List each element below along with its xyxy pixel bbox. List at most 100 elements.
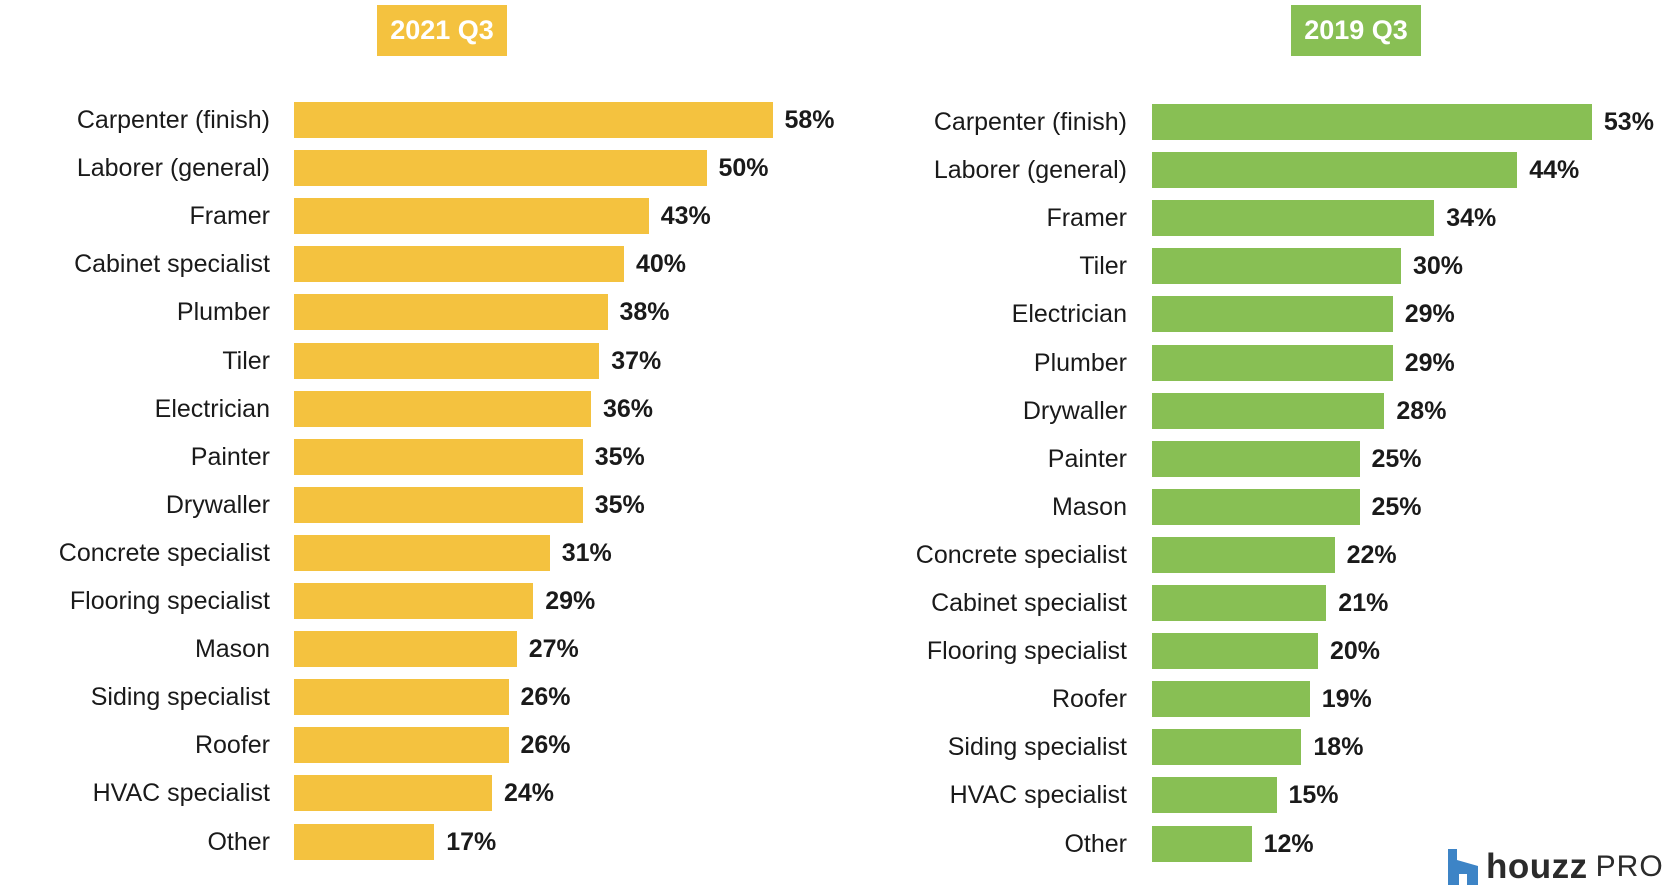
value-label: 24% <box>504 779 555 808</box>
category-label: Cabinet specialist <box>931 589 1127 617</box>
bar <box>294 583 534 619</box>
category-label: Drywaller <box>165 490 270 519</box>
value-label: 29% <box>1404 300 1455 329</box>
category-label: Tiler <box>222 346 270 375</box>
bar <box>1152 536 1335 573</box>
category-label: Painter <box>1047 444 1127 473</box>
value-label: 25% <box>1371 444 1422 473</box>
category-label: Other <box>207 827 270 856</box>
category-label: Electrician <box>1011 300 1127 329</box>
value-label: 53% <box>1603 108 1654 136</box>
bar <box>294 198 649 235</box>
category-label: Carpenter (finish) <box>933 108 1127 136</box>
category-label: HVAC specialist <box>949 781 1127 810</box>
value-label: 35% <box>594 442 645 471</box>
bar <box>1152 633 1318 670</box>
category-label: Painter <box>190 442 270 471</box>
category-label: Concrete specialist <box>915 540 1127 569</box>
bar <box>1152 296 1393 333</box>
value-label: 40% <box>636 250 687 279</box>
bar <box>294 246 624 283</box>
period-badge-0: 2021 Q3 <box>377 5 507 56</box>
value-label: 29% <box>1404 348 1455 377</box>
category-label: Framer <box>1046 204 1127 233</box>
category-label: Electrician <box>154 394 270 423</box>
value-label: 27% <box>528 635 579 664</box>
bar <box>294 342 600 379</box>
value-label: 22% <box>1346 540 1397 569</box>
bar <box>294 823 435 860</box>
brand-suffix: PRO <box>1595 850 1664 883</box>
value-label: 58% <box>784 106 835 134</box>
bar <box>1152 488 1360 525</box>
value-label: 31% <box>561 538 612 567</box>
brand-name: houzz <box>1486 847 1588 886</box>
houzz-pro-logo: houzz PRO <box>1448 846 1664 888</box>
category-label: Cabinet specialist <box>74 250 270 279</box>
value-label: 50% <box>718 154 769 183</box>
bar <box>294 438 583 475</box>
bar <box>1152 104 1592 140</box>
bar <box>1152 681 1310 718</box>
bar <box>294 150 707 187</box>
bar <box>1152 344 1393 381</box>
category-label: Flooring specialist <box>69 587 270 615</box>
category-label: Laborer (general) <box>76 154 270 183</box>
category-label: Framer <box>189 202 270 231</box>
category-label: Siding specialist <box>90 683 270 712</box>
bar <box>294 294 608 331</box>
bar <box>1152 585 1327 621</box>
bar <box>1152 248 1401 285</box>
category-label: Plumber <box>176 298 270 327</box>
category-label: Mason <box>194 635 270 664</box>
category-label: Flooring specialist <box>926 637 1127 666</box>
value-label: 37% <box>611 346 662 375</box>
bar <box>294 727 509 764</box>
category-label: Roofer <box>194 731 270 760</box>
category-label: Mason <box>1051 492 1127 521</box>
value-label: 29% <box>545 587 596 615</box>
bar <box>294 102 773 138</box>
value-label: 20% <box>1330 637 1381 666</box>
value-label: 38% <box>619 298 670 327</box>
value-label: 44% <box>1529 156 1580 185</box>
value-label: 36% <box>603 394 654 423</box>
bar <box>294 534 550 571</box>
bar <box>1152 440 1360 477</box>
value-label: 26% <box>520 683 571 712</box>
category-label: Siding specialist <box>947 733 1127 762</box>
value-label: 17% <box>446 827 497 856</box>
period-badge-1: 2019 Q3 <box>1291 5 1421 56</box>
bar <box>1152 392 1385 429</box>
value-label: 30% <box>1413 252 1464 281</box>
category-label: Carpenter (finish) <box>76 106 270 134</box>
category-label: HVAC specialist <box>92 779 270 808</box>
category-label: Roofer <box>1051 685 1127 714</box>
category-label: Laborer (general) <box>933 156 1127 185</box>
value-label: 21% <box>1338 589 1389 617</box>
value-label: 26% <box>520 731 571 760</box>
value-label: 35% <box>594 490 645 519</box>
value-label: 15% <box>1288 781 1339 810</box>
value-label: 43% <box>660 202 711 231</box>
category-label: Tiler <box>1079 252 1127 281</box>
bar <box>294 679 509 716</box>
houzz-logo-icon <box>1448 849 1478 885</box>
value-label: 19% <box>1321 685 1372 714</box>
bar <box>1152 825 1252 862</box>
category-label: Concrete specialist <box>58 538 270 567</box>
bar <box>1152 152 1518 189</box>
category-label: Other <box>1064 829 1127 858</box>
category-label: Drywaller <box>1022 396 1127 425</box>
value-label: 25% <box>1371 492 1422 521</box>
bar <box>294 486 583 523</box>
bar <box>1152 777 1277 814</box>
value-label: 18% <box>1313 733 1364 762</box>
bar <box>294 390 591 427</box>
value-label: 28% <box>1396 396 1447 425</box>
bar <box>1152 200 1435 237</box>
bar <box>1152 729 1302 766</box>
value-label: 34% <box>1446 204 1497 233</box>
category-label: Plumber <box>1033 348 1127 377</box>
bar <box>294 775 492 812</box>
